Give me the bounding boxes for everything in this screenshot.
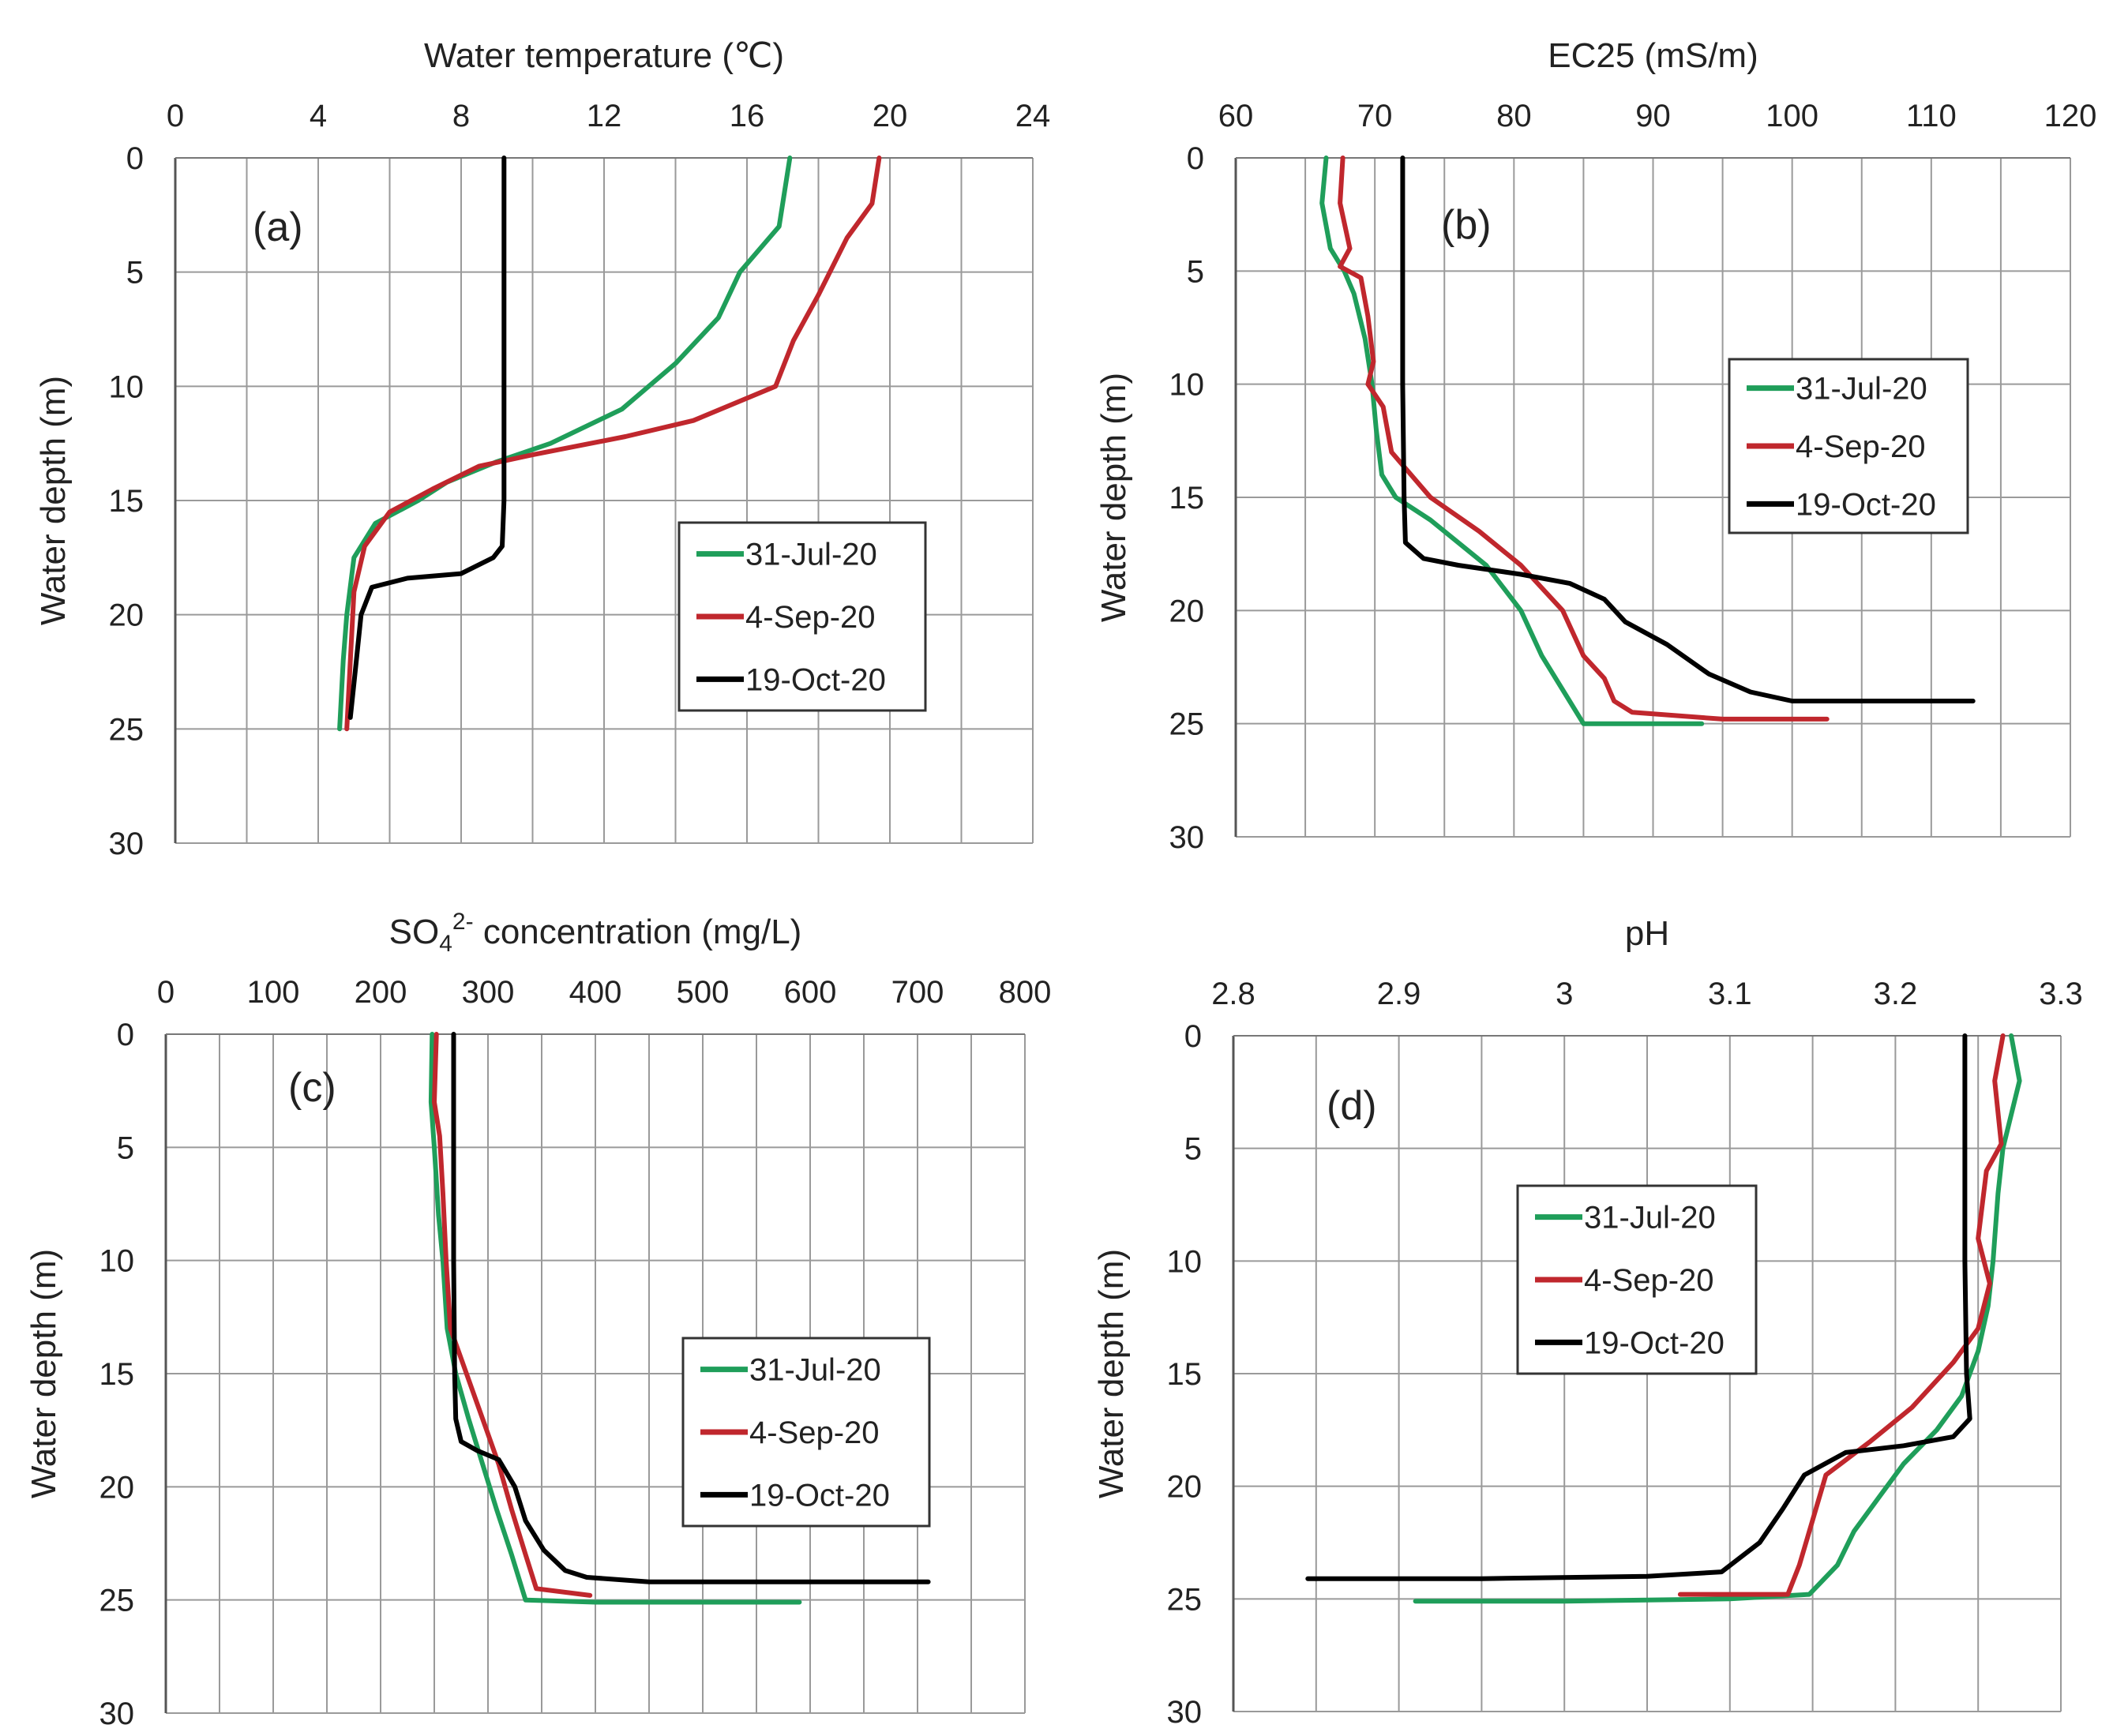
y-tick-label: 10 (1169, 368, 1205, 403)
legend: 31-Jul-20 4-Sep-20 19-Oct-20 (677, 521, 927, 712)
y-tick-label: 20 (99, 1470, 135, 1505)
y-tick-label: 5 (126, 256, 144, 291)
y-tick-label: 15 (1169, 481, 1205, 516)
y-axis-title: Water depth (m) (24, 1249, 63, 1498)
x-tick-label: 400 (569, 975, 622, 1010)
x-tick-label: 60 (1218, 99, 1254, 133)
legend-entry: 19-Oct-20 (745, 662, 886, 697)
legend-entry: 19-Oct-20 (749, 1478, 890, 1513)
legend-entry: 31-Jul-20 (1584, 1201, 1716, 1235)
y-tick-label: 10 (109, 369, 144, 404)
y-tick-label: 0 (1184, 1019, 1202, 1054)
y-tick-label: 25 (109, 712, 144, 747)
legend: 31-Jul-20 4-Sep-20 19-Oct-20 (681, 1337, 931, 1528)
series-line-19-Oct-20 (1400, 156, 1976, 703)
y-tick-label: 15 (109, 484, 144, 519)
chart-panel-2: 0 100 200 300 400 500 600 700 800 0 5 10 15 20 25 30 SO4… (24, 909, 1051, 1731)
x-axis-title: EC25 (mS/m) (1548, 36, 1758, 75)
chart-panel-1: 60 70 80 90 100 110 120 0 5 10 15 20 25 30 EC25 (mS/m)… (1094, 36, 2096, 855)
x-tick-label: 500 (677, 975, 730, 1010)
series-line-19-Oct-20 (1305, 1033, 1972, 1581)
y-tick-label: 5 (1184, 1132, 1202, 1167)
x-tick-label: 16 (730, 99, 765, 133)
panel-label: (a) (253, 204, 303, 250)
panel-label: (b) (1441, 202, 1492, 248)
y-tick-label: 25 (99, 1584, 135, 1618)
x-tick-label: 90 (1635, 99, 1671, 133)
y-tick-label: 20 (1167, 1470, 1203, 1505)
y-tick-label: 5 (117, 1130, 134, 1165)
x-tick-label: 2.9 (1377, 977, 1421, 1011)
y-tick-label: 15 (99, 1357, 135, 1392)
x-tick-label: 20 (873, 99, 908, 133)
x-tick-label: 200 (355, 975, 407, 1010)
y-tick-label: 30 (1167, 1695, 1203, 1730)
x-tick-label: 80 (1496, 99, 1532, 133)
x-tick-label: 120 (2044, 99, 2097, 133)
x-tick-label: 3.2 (1874, 977, 1918, 1011)
panel-label: (d) (1327, 1083, 1377, 1129)
y-tick-label: 5 (1187, 254, 1204, 289)
chart-panel-0: 0 4 8 12 16 20 24 0 5 10 15 20 25 30 Water temperature… (34, 36, 1050, 861)
series-line-4-Sep-20 (1338, 156, 1830, 722)
legend-entry: 4-Sep-20 (745, 600, 876, 635)
legend-entry: 4-Sep-20 (1584, 1263, 1714, 1298)
y-tick-label: 30 (99, 1697, 135, 1731)
series-line-4-Sep-20 (344, 156, 882, 732)
legend-entry: 19-Oct-20 (1796, 487, 1936, 522)
y-tick-label: 10 (1167, 1244, 1203, 1279)
x-tick-label: 12 (587, 99, 622, 133)
y-tick-label: 0 (1187, 141, 1204, 176)
x-tick-label: 3.3 (2039, 977, 2083, 1011)
panel-label: (c) (288, 1065, 336, 1111)
series-line-19-Oct-20 (347, 156, 507, 720)
x-tick-label: 3 (1556, 977, 1573, 1011)
legend-entry: 4-Sep-20 (749, 1415, 880, 1450)
x-tick-label: 300 (462, 975, 515, 1010)
x-tick-label: 700 (891, 975, 944, 1010)
x-tick-label: 8 (452, 99, 470, 133)
y-tick-label: 15 (1167, 1357, 1203, 1392)
y-tick-label: 0 (117, 1018, 134, 1052)
legend: 31-Jul-20 4-Sep-20 19-Oct-20 (1728, 358, 1969, 534)
x-tick-label: 110 (1906, 99, 1957, 133)
x-tick-label: 100 (247, 975, 300, 1010)
legend-entry: 4-Sep-20 (1796, 429, 1926, 464)
x-tick-label: 2.8 (1211, 977, 1255, 1011)
series-line-4-Sep-20 (432, 1032, 593, 1598)
chart-panel-3: 2.8 2.9 3 3.1 3.2 3.3 0 5 10 15 20 25 30 pH Water dept… (1092, 914, 2083, 1730)
legend-entry: 31-Jul-20 (1796, 372, 1927, 407)
series-line-19-Oct-20 (451, 1032, 931, 1584)
x-tick-label: 800 (999, 975, 1052, 1010)
x-axis-title: Water temperature (℃) (424, 36, 784, 75)
y-tick-label: 0 (126, 141, 144, 176)
x-tick-label: 4 (310, 99, 327, 133)
y-axis-title: Water depth (m) (34, 376, 73, 625)
y-axis-title: Water depth (m) (1092, 1249, 1131, 1498)
y-tick-label: 10 (99, 1244, 135, 1279)
legend-entry: 31-Jul-20 (745, 538, 877, 572)
y-tick-label: 25 (1169, 707, 1205, 742)
y-tick-label: 30 (109, 827, 144, 861)
x-tick-label: 100 (1766, 99, 1818, 133)
y-tick-label: 30 (1169, 820, 1205, 855)
x-tick-label: 0 (157, 975, 175, 1010)
x-tick-label: 0 (167, 99, 184, 133)
y-axis-title: Water depth (m) (1094, 373, 1133, 622)
legend: 31-Jul-20 4-Sep-20 19-Oct-20 (1516, 1184, 1758, 1375)
legend-entry: 19-Oct-20 (1584, 1325, 1725, 1360)
series-line-4-Sep-20 (1677, 1033, 2006, 1597)
x-tick-label: 600 (784, 975, 837, 1010)
y-tick-label: 25 (1167, 1582, 1203, 1617)
legend-entry: 31-Jul-20 (749, 1353, 881, 1388)
x-tick-label: 24 (1015, 99, 1051, 133)
x-tick-label: 3.1 (1708, 977, 1752, 1011)
series-line-31-Jul-20 (428, 1032, 802, 1605)
y-tick-label: 20 (109, 598, 144, 633)
x-tick-label: 70 (1357, 99, 1393, 133)
y-tick-label: 20 (1169, 594, 1205, 628)
x-axis-title: SO42- concentration (mg/L) (389, 909, 802, 957)
x-axis-title: pH (1625, 914, 1669, 953)
